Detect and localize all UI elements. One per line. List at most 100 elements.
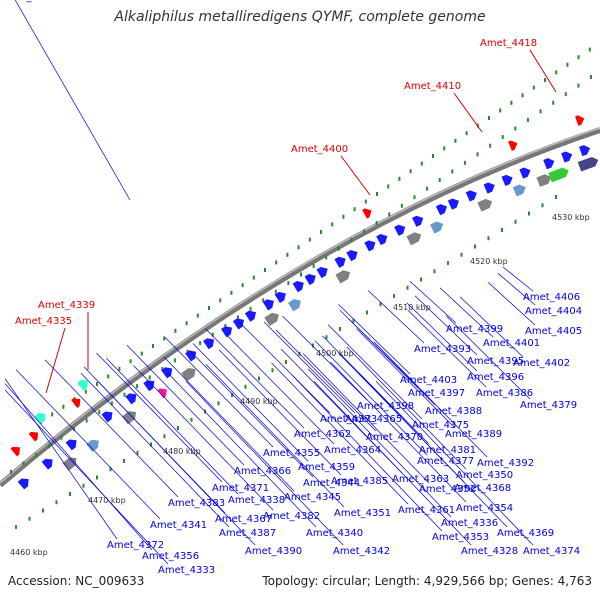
scale-label: 4480 kbp xyxy=(163,447,201,456)
blue-gene-label: Amet_4403 xyxy=(400,375,457,386)
tick-mark xyxy=(544,78,546,82)
tick-mark xyxy=(350,238,353,243)
blue-gene-label: Amet_4397 xyxy=(408,388,465,399)
tick-mark xyxy=(514,219,517,224)
tick-mark xyxy=(163,336,166,341)
tick-mark xyxy=(152,344,154,348)
tick-mark xyxy=(96,382,98,386)
tick-mark xyxy=(566,62,569,67)
blue-gene-label: Amet_4366 xyxy=(234,466,291,477)
label-leader-line xyxy=(238,321,331,414)
label-leader-line xyxy=(126,345,245,466)
blue-gene-label: Amet_4354 xyxy=(456,503,513,514)
scale-label: 4520 kbp xyxy=(470,257,508,266)
tick-mark xyxy=(150,442,152,447)
tick-mark xyxy=(84,389,87,394)
forward-gene-arrow xyxy=(316,266,328,279)
gene-block xyxy=(335,270,351,284)
gene-block xyxy=(264,312,279,327)
scale-label: 4530 kbp xyxy=(552,213,590,222)
forward-gene-arrow xyxy=(304,273,316,286)
tick-mark xyxy=(136,450,139,455)
blue-gene-label: Amet_4393 xyxy=(414,344,471,355)
tick-mark xyxy=(393,294,395,298)
tick-mark xyxy=(420,277,422,282)
label-leader-line xyxy=(529,49,557,93)
blue-gene-label: Amet_4372 xyxy=(107,540,164,551)
label-leader-line xyxy=(358,372,508,528)
forward-gene-arrow xyxy=(334,256,346,268)
highlight-gene-arrow xyxy=(28,431,39,442)
gene-block xyxy=(430,221,444,234)
tick-mark xyxy=(42,508,44,513)
tick-mark xyxy=(564,92,567,97)
label-leader-line xyxy=(302,353,430,484)
tick-mark xyxy=(196,313,199,318)
blue-gene-label: Amet_4369 xyxy=(497,528,554,539)
tick-mark xyxy=(231,393,233,397)
label-leader-line xyxy=(356,328,456,429)
tick-mark xyxy=(252,275,255,280)
label-leader-line xyxy=(45,327,66,394)
highlight-gene-arrow xyxy=(362,208,372,219)
blue-gene-label: Amet_4404 xyxy=(525,306,582,317)
red-gene-label: Amet_4339 xyxy=(38,300,95,311)
tick-mark xyxy=(526,117,529,122)
tick-mark xyxy=(258,376,260,381)
label-leader-line xyxy=(313,381,472,546)
red-gene-label: Amet_4418 xyxy=(480,38,537,49)
blue-gene-label: Amet_4399 xyxy=(446,324,503,335)
tick-mark xyxy=(406,285,409,290)
tick-mark xyxy=(163,434,166,439)
tick-mark xyxy=(364,199,367,204)
blue-gene-label: Amet_4351 xyxy=(334,508,391,519)
tick-mark xyxy=(98,409,101,414)
tick-mark xyxy=(379,302,382,307)
forward-gene-arrow xyxy=(412,215,424,227)
forward-gene-arrow xyxy=(185,350,197,362)
gene-block xyxy=(34,413,46,424)
tick-mark xyxy=(199,341,202,346)
label-leader-line xyxy=(163,356,295,492)
blue-gene-label: Amet_4344 xyxy=(303,478,360,489)
tick-mark xyxy=(320,230,322,234)
tick-mark xyxy=(528,211,530,216)
tick-mark xyxy=(286,252,289,257)
tick-mark xyxy=(420,161,423,166)
gene-block xyxy=(86,439,99,452)
tick-mark xyxy=(521,93,524,98)
tick-mark xyxy=(69,492,71,496)
gene-block xyxy=(406,232,422,246)
tick-mark xyxy=(185,321,188,326)
tick-mark xyxy=(342,214,345,219)
blue-gene-label: Amet_4370 xyxy=(366,432,423,443)
blue-gene-label: Amet_4341 xyxy=(150,520,207,531)
label-leader-line xyxy=(497,273,536,306)
red-gene-label: Amet_4400 xyxy=(291,144,348,155)
blue-gene-label: Amet_4373 xyxy=(320,414,377,425)
blue-gene-label: Amet_4362 xyxy=(294,429,351,440)
tick-mark xyxy=(208,306,210,310)
tick-mark xyxy=(173,358,176,363)
scale-label: 4470 kbp xyxy=(88,496,126,505)
forward-gene-arrow xyxy=(220,326,233,338)
tick-mark xyxy=(413,195,416,200)
tick-mark xyxy=(275,260,278,265)
blue-gene-label: Amet_4371 xyxy=(212,483,269,494)
label-leader-line xyxy=(164,336,274,448)
blue-gene-label: Amet_4364 xyxy=(324,445,381,456)
tick-mark xyxy=(271,368,274,373)
blue-gene-label: Amet_4401 xyxy=(483,338,540,349)
blue-gene-label: Amet_4377 xyxy=(417,456,474,467)
tick-mark xyxy=(60,435,63,440)
blue-gene-label: Amet_4336 xyxy=(441,518,498,529)
label-leader-line xyxy=(338,304,411,375)
tick-mark xyxy=(577,55,580,60)
tick-mark xyxy=(363,229,366,234)
label-leader-line xyxy=(4,383,153,551)
tick-mark xyxy=(140,351,143,356)
label-leader-line xyxy=(192,343,309,462)
label-leader-line xyxy=(414,295,478,356)
blue-gene-label: Amet_4379 xyxy=(520,400,577,411)
